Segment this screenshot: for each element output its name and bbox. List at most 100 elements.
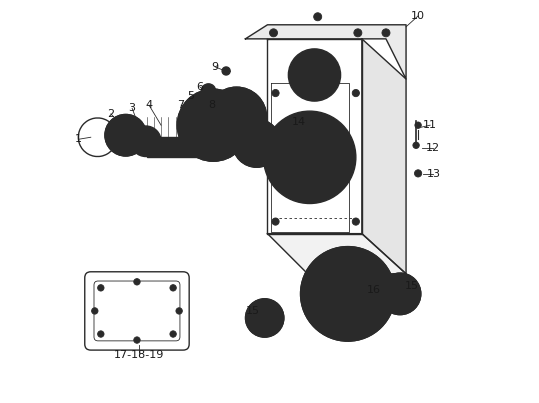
Circle shape bbox=[264, 111, 356, 204]
Circle shape bbox=[232, 119, 281, 167]
Circle shape bbox=[123, 149, 129, 155]
Circle shape bbox=[382, 29, 390, 37]
Circle shape bbox=[170, 285, 176, 291]
Circle shape bbox=[111, 144, 117, 150]
Circle shape bbox=[207, 119, 219, 131]
Circle shape bbox=[385, 279, 391, 285]
Circle shape bbox=[381, 291, 386, 297]
Text: 9: 9 bbox=[212, 62, 219, 72]
Circle shape bbox=[137, 133, 155, 150]
Circle shape bbox=[288, 49, 341, 101]
Polygon shape bbox=[245, 25, 406, 79]
Text: 6: 6 bbox=[197, 82, 204, 92]
Polygon shape bbox=[267, 39, 362, 234]
Text: 13: 13 bbox=[426, 169, 440, 179]
Circle shape bbox=[262, 330, 267, 336]
Circle shape bbox=[202, 114, 225, 137]
Circle shape bbox=[330, 276, 366, 312]
Circle shape bbox=[206, 87, 267, 147]
Circle shape bbox=[241, 128, 272, 158]
Text: 10: 10 bbox=[411, 11, 425, 21]
Text: 15: 15 bbox=[246, 306, 260, 316]
Circle shape bbox=[415, 122, 421, 129]
Circle shape bbox=[354, 29, 362, 37]
Circle shape bbox=[388, 282, 412, 306]
Circle shape bbox=[111, 120, 117, 127]
Circle shape bbox=[234, 140, 240, 146]
Circle shape bbox=[188, 100, 238, 150]
Circle shape bbox=[397, 274, 403, 280]
Circle shape bbox=[177, 89, 250, 161]
Circle shape bbox=[185, 105, 206, 126]
Circle shape bbox=[98, 331, 104, 337]
Circle shape bbox=[130, 126, 161, 156]
Text: 3: 3 bbox=[129, 103, 136, 113]
Circle shape bbox=[262, 300, 267, 305]
Ellipse shape bbox=[204, 108, 209, 139]
Circle shape bbox=[273, 140, 279, 146]
Circle shape bbox=[413, 142, 419, 148]
Circle shape bbox=[305, 120, 310, 126]
Circle shape bbox=[314, 13, 322, 21]
Circle shape bbox=[253, 307, 276, 329]
Circle shape bbox=[170, 331, 176, 337]
Circle shape bbox=[205, 88, 212, 94]
Text: 4: 4 bbox=[146, 100, 153, 110]
Circle shape bbox=[273, 304, 278, 310]
Text: 15: 15 bbox=[405, 281, 419, 291]
Circle shape bbox=[272, 89, 279, 97]
Circle shape bbox=[139, 132, 146, 138]
Circle shape bbox=[253, 160, 260, 166]
Circle shape bbox=[275, 123, 344, 191]
Circle shape bbox=[105, 114, 147, 156]
Circle shape bbox=[201, 84, 216, 98]
Circle shape bbox=[409, 279, 414, 285]
Bar bbox=[147, 137, 211, 157]
Circle shape bbox=[176, 308, 182, 314]
Circle shape bbox=[134, 337, 140, 343]
Ellipse shape bbox=[248, 108, 253, 139]
Circle shape bbox=[92, 308, 98, 314]
Circle shape bbox=[231, 112, 242, 123]
Text: 2: 2 bbox=[107, 109, 114, 119]
Circle shape bbox=[240, 154, 246, 160]
Text: 14: 14 bbox=[292, 117, 306, 127]
Circle shape bbox=[247, 315, 252, 321]
Text: 1: 1 bbox=[75, 134, 82, 144]
Circle shape bbox=[306, 66, 323, 84]
Circle shape bbox=[270, 29, 278, 37]
Polygon shape bbox=[362, 39, 406, 274]
Circle shape bbox=[106, 132, 112, 138]
Circle shape bbox=[296, 57, 333, 93]
Circle shape bbox=[314, 260, 382, 328]
Circle shape bbox=[352, 89, 360, 97]
Circle shape bbox=[338, 284, 358, 304]
Circle shape bbox=[267, 126, 274, 133]
Circle shape bbox=[379, 273, 421, 315]
Circle shape bbox=[300, 247, 395, 341]
Circle shape bbox=[251, 304, 257, 310]
Circle shape bbox=[352, 218, 360, 225]
Text: 12: 12 bbox=[425, 143, 440, 154]
Circle shape bbox=[289, 137, 330, 177]
Text: 5: 5 bbox=[188, 91, 195, 101]
Circle shape bbox=[272, 218, 279, 225]
Circle shape bbox=[267, 154, 274, 160]
Circle shape bbox=[240, 126, 246, 133]
Circle shape bbox=[190, 110, 201, 121]
Text: 17-18-19: 17-18-19 bbox=[114, 350, 164, 360]
Circle shape bbox=[227, 108, 246, 127]
Bar bbox=[206, 108, 251, 139]
Text: 16: 16 bbox=[367, 285, 381, 295]
Circle shape bbox=[385, 302, 391, 309]
Circle shape bbox=[134, 120, 141, 127]
FancyBboxPatch shape bbox=[94, 281, 180, 341]
Circle shape bbox=[273, 326, 278, 332]
Circle shape bbox=[123, 116, 129, 122]
Polygon shape bbox=[267, 234, 406, 274]
Circle shape bbox=[134, 278, 140, 285]
Circle shape bbox=[413, 291, 419, 297]
Circle shape bbox=[409, 302, 414, 309]
Circle shape bbox=[134, 144, 141, 150]
Circle shape bbox=[222, 67, 230, 75]
